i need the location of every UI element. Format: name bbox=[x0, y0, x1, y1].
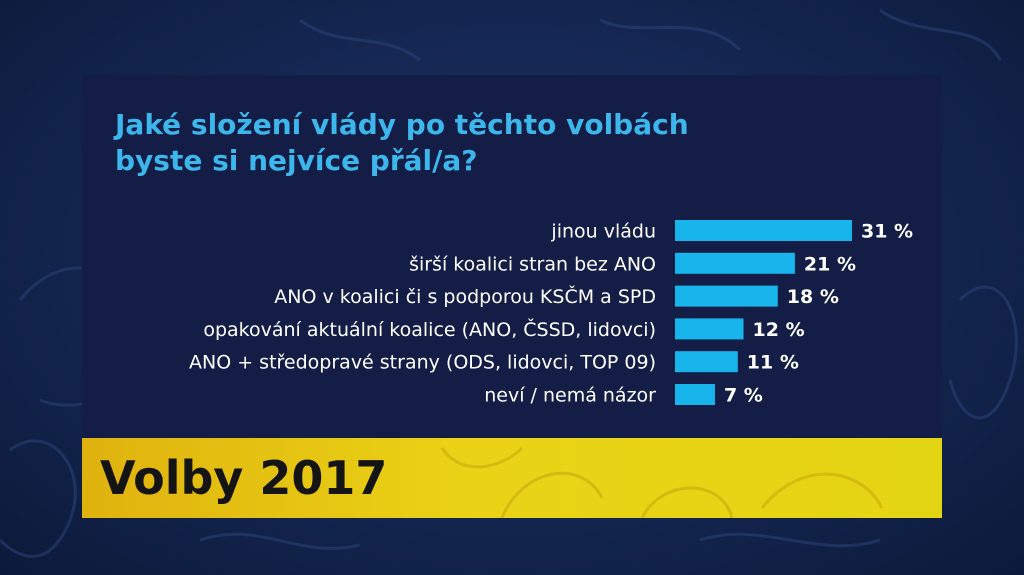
bar bbox=[675, 318, 744, 340]
chart-title: Jaké složení vlády po těchto volbách bys… bbox=[115, 107, 915, 179]
value-label: 12 % bbox=[753, 319, 805, 341]
category-label: ANO v koalici či s podporou KSČM a SPD bbox=[274, 284, 656, 308]
value-label: 21 % bbox=[804, 253, 856, 275]
bar bbox=[675, 252, 795, 274]
category-label: opakování aktuální koalice (ANO, ČSSD, l… bbox=[203, 317, 656, 341]
bar bbox=[675, 220, 852, 241]
bar bbox=[675, 285, 778, 307]
title-line-1: Jaké složení vlády po těchto volbách bbox=[115, 108, 689, 141]
value-label: 18 % bbox=[787, 286, 839, 308]
banner-pattern bbox=[440, 446, 884, 518]
title-line-2: byste si nejvíce přál/a? bbox=[115, 144, 478, 177]
category-label: jinou vládu bbox=[550, 221, 656, 243]
category-label: širší koalici stran bez ANO bbox=[409, 253, 656, 275]
bar bbox=[675, 351, 738, 373]
value-label: 11 % bbox=[747, 352, 799, 374]
banner-title: Volby 2017 bbox=[100, 451, 388, 505]
value-label: 7 % bbox=[724, 385, 763, 407]
category-label: neví / nemá názor bbox=[484, 385, 656, 407]
category-label: ANO + středopravé strany (ODS, lidovci, … bbox=[189, 352, 656, 374]
election-banner: Volby 2017 bbox=[82, 438, 942, 518]
bar bbox=[675, 384, 715, 405]
chart-panel bbox=[82, 75, 942, 438]
value-label: 31 % bbox=[861, 221, 913, 243]
